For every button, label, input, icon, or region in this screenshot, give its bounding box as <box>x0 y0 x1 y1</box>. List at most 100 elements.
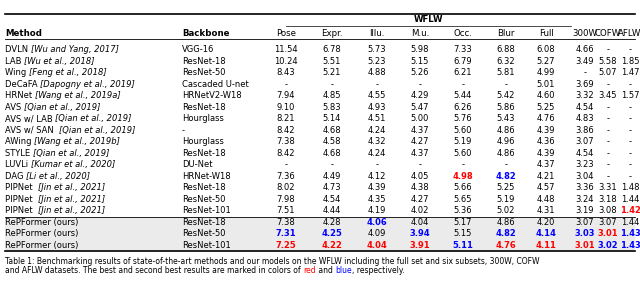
Text: ResNet-50: ResNet-50 <box>182 229 225 238</box>
Text: 8.02: 8.02 <box>276 183 295 192</box>
Text: -: - <box>330 160 333 169</box>
Text: 4.57: 4.57 <box>537 183 556 192</box>
Text: 4.25: 4.25 <box>321 229 342 238</box>
Text: [Feng et al., 2018]: [Feng et al., 2018] <box>29 68 106 77</box>
Text: 5.36: 5.36 <box>454 206 472 215</box>
Text: AVS: AVS <box>5 103 24 112</box>
Text: 4.86: 4.86 <box>497 218 515 227</box>
Text: [Jin et al., 2021]: [Jin et al., 2021] <box>38 195 105 204</box>
Text: 3.91: 3.91 <box>410 241 430 250</box>
Text: -: - <box>419 80 422 89</box>
Text: 3.01: 3.01 <box>575 241 595 250</box>
Text: 5.14: 5.14 <box>323 114 341 123</box>
Text: ResNet-18: ResNet-18 <box>182 149 226 158</box>
Text: [Wu and Yang, 2017]: [Wu and Yang, 2017] <box>31 45 118 54</box>
Text: 4.98: 4.98 <box>452 172 474 181</box>
Text: 300W: 300W <box>573 28 598 38</box>
Text: LUVLi: LUVLi <box>5 160 31 169</box>
Text: 4.39: 4.39 <box>368 183 387 192</box>
Text: 5.51: 5.51 <box>323 57 341 66</box>
Text: -: - <box>628 137 632 146</box>
Text: 4.29: 4.29 <box>411 91 429 100</box>
Text: 8.43: 8.43 <box>276 68 295 77</box>
Text: 5.11: 5.11 <box>452 241 474 250</box>
Text: Wing: Wing <box>5 68 29 77</box>
Text: ResNet-18: ResNet-18 <box>182 57 226 66</box>
Text: -: - <box>461 80 465 89</box>
Text: -: - <box>607 126 609 135</box>
Text: AWing: AWing <box>5 137 34 146</box>
Text: 4.58: 4.58 <box>323 137 341 146</box>
Text: 5.86: 5.86 <box>497 103 515 112</box>
Text: 5.23: 5.23 <box>368 57 387 66</box>
Text: 5.27: 5.27 <box>537 57 556 66</box>
Text: 4.51: 4.51 <box>368 114 386 123</box>
Text: -: - <box>607 103 609 112</box>
Text: AVS w/ LAB: AVS w/ LAB <box>5 114 56 123</box>
Text: 4.99: 4.99 <box>537 68 555 77</box>
Text: 5.83: 5.83 <box>323 103 341 112</box>
Text: 4.38: 4.38 <box>411 183 429 192</box>
Text: DVLN: DVLN <box>5 45 31 54</box>
Text: 4.28: 4.28 <box>323 218 341 227</box>
Text: 4.09: 4.09 <box>368 229 386 238</box>
Text: Cascaded U-net: Cascaded U-net <box>182 80 249 89</box>
Text: 4.21: 4.21 <box>537 172 555 181</box>
Text: 3.07: 3.07 <box>598 218 618 227</box>
Text: 4.22: 4.22 <box>321 241 342 250</box>
Text: -: - <box>628 80 632 89</box>
Text: 6.08: 6.08 <box>537 45 556 54</box>
Text: 4.37: 4.37 <box>411 126 429 135</box>
Text: 4.12: 4.12 <box>368 172 386 181</box>
Text: Occ.: Occ. <box>454 28 472 38</box>
Text: 7.94: 7.94 <box>276 91 295 100</box>
Text: 1.48: 1.48 <box>621 183 639 192</box>
Text: 4.48: 4.48 <box>537 195 556 204</box>
Text: -: - <box>419 160 422 169</box>
Text: ResNet-101: ResNet-101 <box>182 241 231 250</box>
Text: 1.43: 1.43 <box>620 241 640 250</box>
Text: ResNet-50: ResNet-50 <box>182 195 225 204</box>
Text: [Kumar et al., 2020]: [Kumar et al., 2020] <box>31 160 115 169</box>
Text: 3.02: 3.02 <box>598 241 618 250</box>
Text: 4.19: 4.19 <box>368 206 386 215</box>
Text: 4.86: 4.86 <box>497 126 515 135</box>
Text: -: - <box>182 126 185 135</box>
Text: 4.54: 4.54 <box>576 103 594 112</box>
Text: 3.03: 3.03 <box>575 229 595 238</box>
Text: 7.33: 7.33 <box>454 45 472 54</box>
Text: 1.43: 1.43 <box>620 229 640 238</box>
Text: 4.68: 4.68 <box>323 149 341 158</box>
Text: DeCaFA: DeCaFA <box>5 80 40 89</box>
Text: 4.93: 4.93 <box>368 103 387 112</box>
Text: -: - <box>628 45 632 54</box>
Text: 4.76: 4.76 <box>495 241 516 250</box>
Text: 5.17: 5.17 <box>454 218 472 227</box>
Text: ResNet-18: ResNet-18 <box>182 103 226 112</box>
Text: 8.42: 8.42 <box>276 149 295 158</box>
Text: 4.68: 4.68 <box>323 126 341 135</box>
Text: Pose: Pose <box>276 28 296 38</box>
Text: 3.69: 3.69 <box>576 80 595 89</box>
Text: 1.42: 1.42 <box>620 206 640 215</box>
Text: 5.25: 5.25 <box>497 183 515 192</box>
Text: 4.86: 4.86 <box>497 149 515 158</box>
Text: PIPNet: PIPNet <box>5 195 38 204</box>
Text: 4.82: 4.82 <box>495 229 516 238</box>
Text: 5.15: 5.15 <box>411 57 429 66</box>
Text: 4.88: 4.88 <box>368 68 387 77</box>
Text: 1.57: 1.57 <box>621 91 639 100</box>
Text: 4.14: 4.14 <box>536 229 556 238</box>
Text: -: - <box>628 126 632 135</box>
Text: 9.10: 9.10 <box>277 103 295 112</box>
Text: 4.11: 4.11 <box>536 241 556 250</box>
Text: 4.32: 4.32 <box>368 137 387 146</box>
Text: 4.31: 4.31 <box>537 206 556 215</box>
Text: and AFLW datasets. The best and second best results are marked in colors of: and AFLW datasets. The best and second b… <box>5 266 303 275</box>
Text: -: - <box>504 160 508 169</box>
Text: and: and <box>316 266 335 275</box>
Text: 5.76: 5.76 <box>454 114 472 123</box>
Text: ResNet-18: ResNet-18 <box>182 218 226 227</box>
Text: COFW: COFW <box>595 28 621 38</box>
Text: -: - <box>607 149 609 158</box>
